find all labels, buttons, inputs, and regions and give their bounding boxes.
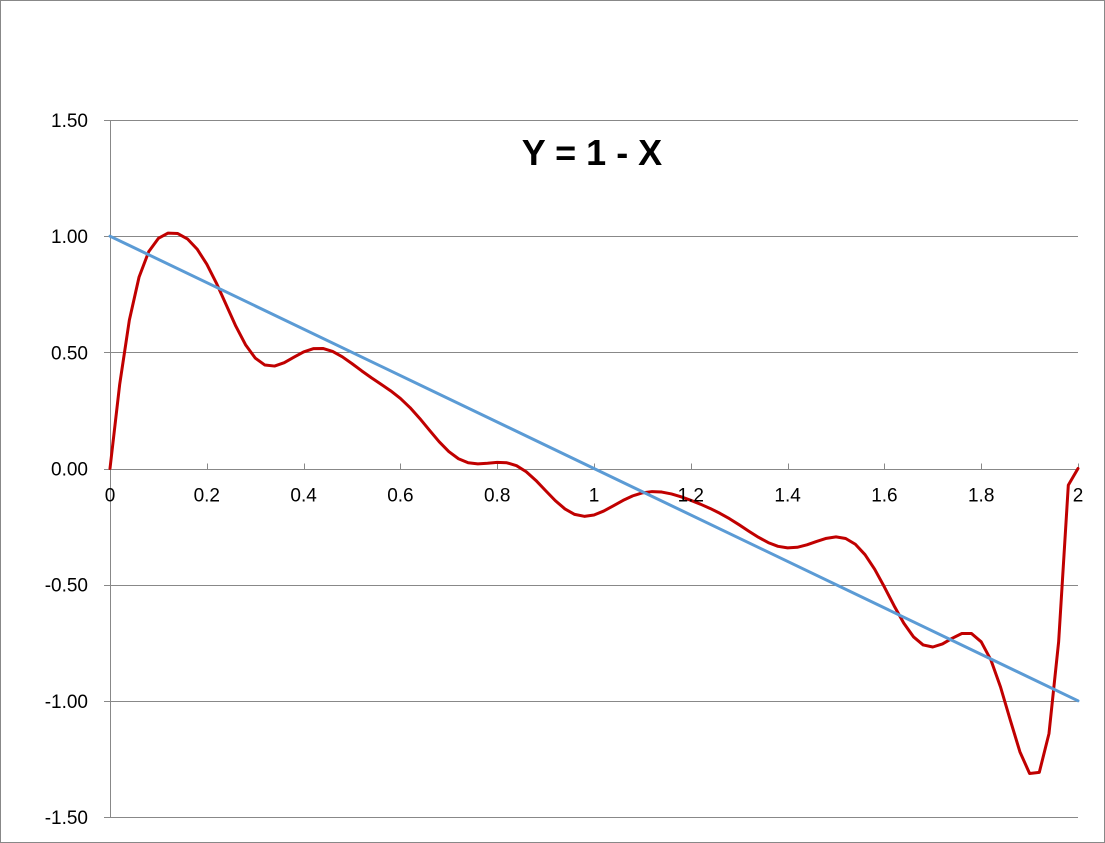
x-tick-label: 1 [589, 486, 600, 507]
x-tick-label: 0.8 [484, 486, 510, 507]
x-tick-label: 0.4 [290, 486, 317, 507]
y-tick-label: -1.50 [45, 808, 88, 829]
x-tick-label: 0 [105, 486, 116, 507]
chart-title: Y = 1 - X [522, 132, 662, 173]
x-tick-label: 2 [1073, 486, 1084, 507]
y-tick-label: 0.50 [51, 343, 88, 364]
x-tick-label: 1.4 [774, 486, 801, 507]
y-tick-label: 0.00 [51, 460, 88, 481]
tick-labels: 1.50 1.00 0.50 0.00 -0.50 -1.00 -1.50 0 0.2 0.4 0.… [45, 111, 1084, 829]
series-line-1 [108, 231, 1080, 776]
y-tick-label: 1.50 [51, 111, 88, 132]
x-tick-label: 0.6 [387, 486, 413, 507]
x-tick-label: 1.2 [678, 486, 704, 507]
y-tick-label: 1.00 [51, 227, 88, 248]
y-tick-label: -1.00 [45, 692, 88, 713]
x-tick-label: 1.6 [871, 486, 897, 507]
series-line-2 [108, 234, 1080, 703]
x-tick-label: 0.2 [194, 486, 220, 507]
x-tick-label: 1.8 [968, 486, 994, 507]
series-lines [108, 231, 1080, 776]
y-tick-label: -0.50 [45, 576, 88, 597]
